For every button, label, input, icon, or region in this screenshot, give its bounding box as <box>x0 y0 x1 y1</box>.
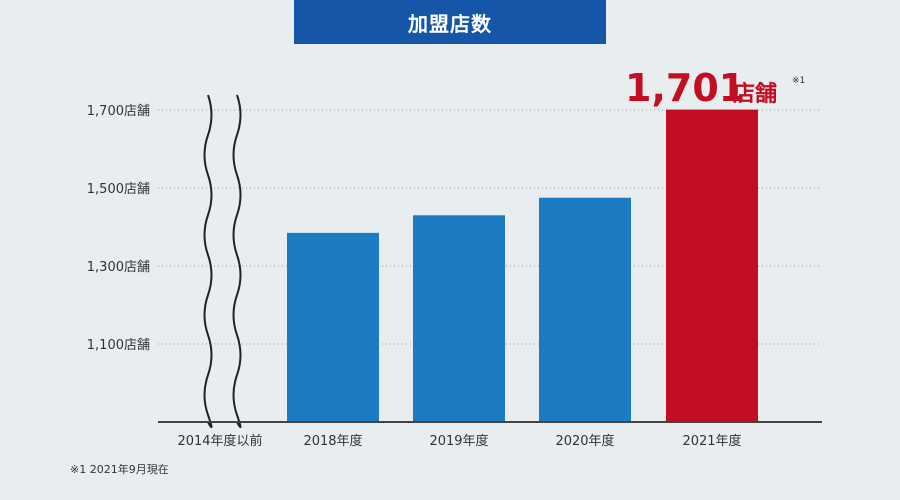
axis-break-wave <box>203 94 213 429</box>
y-tick-label: 1,100店舗 <box>87 338 150 353</box>
x-tick-label: 2019年度 <box>429 433 488 449</box>
x-tick-label: 2014年度以前 <box>177 433 262 449</box>
x-tick-label: 2018年度 <box>303 433 362 449</box>
highlight-note: ※1 <box>792 76 805 86</box>
axis-break-wave <box>232 94 242 429</box>
y-tick-label: 1,700店舗 <box>87 104 150 119</box>
bar <box>413 215 505 422</box>
bar <box>666 109 758 423</box>
bar <box>287 232 379 422</box>
x-tick-label: 2021年度 <box>682 433 741 449</box>
y-tick-label: 1,500店舗 <box>87 182 150 197</box>
highlight-value: 1,701 <box>625 66 745 110</box>
y-tick-label: 1,300店舗 <box>87 260 150 275</box>
footnote: ※1 2021年9月現在 <box>70 463 169 476</box>
x-tick-label: 2020年度 <box>555 433 614 449</box>
bar <box>539 197 631 422</box>
highlight-unit: 店舗 <box>733 81 777 107</box>
chart-title: 加盟店数 <box>294 0 606 44</box>
